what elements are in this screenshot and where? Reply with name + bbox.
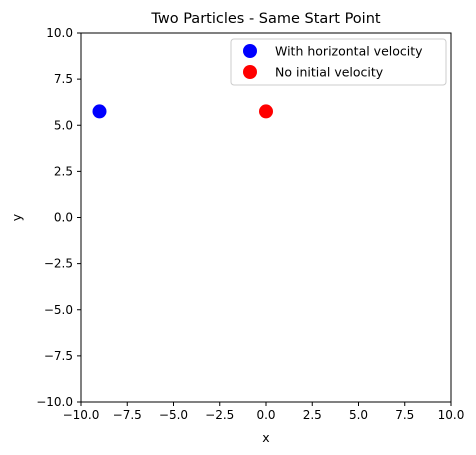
y-tick-label: −7.5 [44, 349, 73, 363]
data-point-series-0 [92, 104, 107, 119]
x-axis-label: x [262, 430, 269, 445]
y-tick-label: 5.0 [54, 118, 73, 132]
data-point-series-1 [259, 104, 273, 119]
y-tick-label: −10.0 [36, 395, 73, 409]
x-axis-ticks: −10.0 −7.5 −5.0 −2.5 0.0 2.5 5.0 7.5 10.0 [63, 402, 465, 422]
y-axis-label: y [9, 213, 24, 221]
legend-marker [243, 44, 257, 58]
x-tick-label: −7.5 [113, 408, 142, 422]
legend-box [230, 38, 447, 86]
data-points [92, 104, 273, 119]
legend: With horizontal velocity No initial veloc… [230, 38, 447, 86]
chart-title: Two Particles - Same Start Point [150, 11, 380, 27]
x-tick-label: 0.0 [256, 408, 275, 422]
x-tick-label: 7.5 [395, 408, 414, 422]
y-tick-label: −5.0 [44, 303, 73, 317]
y-tick-label: 7.5 [54, 72, 73, 86]
y-tick-label: −2.5 [44, 257, 73, 271]
y-tick-label: 2.5 [54, 164, 73, 178]
x-tick-label: 5.0 [349, 408, 368, 422]
legend-label: No initial velocity [275, 65, 384, 80]
y-tick-label: 0.0 [54, 211, 73, 225]
x-tick-label: 2.5 [303, 408, 322, 422]
legend-marker [243, 65, 257, 79]
plot-area [80, 32, 452, 403]
x-tick-label: 10.0 [438, 408, 465, 422]
y-axis-ticks: −10.0 −7.5 −5.0 −2.5 0.0 2.5 5.0 7.5 10.0 [36, 26, 81, 409]
x-tick-label: −10.0 [63, 408, 100, 422]
plot-frame [80, 32, 452, 403]
x-tick-label: −5.0 [159, 408, 188, 422]
y-tick-label: 10.0 [46, 26, 73, 40]
legend-label: With horizontal velocity [275, 44, 423, 59]
x-tick-label: −2.5 [205, 408, 234, 422]
